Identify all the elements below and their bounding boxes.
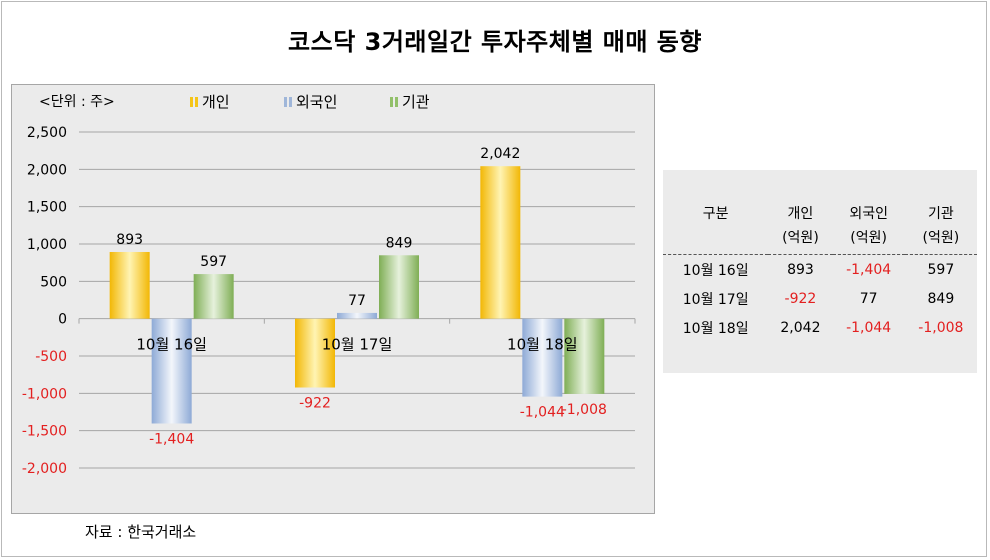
y-tick-label: 2,000 (27, 162, 67, 178)
legend-swatch-foreign (284, 97, 287, 107)
y-tick-label: 0 (58, 312, 67, 328)
bar-individual (480, 166, 521, 319)
bar-foreign (151, 318, 192, 424)
source-note: 자료 : 한국거래소 (85, 523, 197, 541)
data-label: 2,042 (480, 146, 520, 162)
table-cell-institution: -1,008 (918, 319, 964, 336)
data-label: 77 (348, 293, 366, 309)
y-tick-label: -1,500 (22, 424, 67, 440)
y-tick-label: 1,000 (27, 237, 67, 253)
data-label: 893 (116, 232, 143, 248)
legend-swatch-institution (395, 97, 398, 107)
x-category-label: 10월 17일 (322, 336, 393, 354)
bar-individual (109, 251, 150, 319)
table-cell-date: 10월 18일 (682, 320, 749, 337)
table-header-individual: 개인 (억원) (768, 198, 833, 255)
table-cell-individual: -922 (784, 290, 817, 307)
y-tick-label: 1,500 (27, 200, 67, 216)
legend-swatch-institution (390, 97, 393, 107)
table-cell-institution: 849 (927, 290, 955, 307)
table-cell-foreign: -1,404 (846, 261, 892, 278)
y-tick-label: 500 (40, 274, 67, 290)
data-label: -1,044 (520, 405, 565, 421)
page-title: 코스닥 3거래일간 투자주체별 매매 동향 (288, 28, 702, 56)
bar-foreign (337, 312, 377, 319)
bar-foreign (522, 318, 563, 397)
table-row: 10월 18일 2,042 -1,044 -1,008 (663, 313, 977, 342)
bar-institution (193, 274, 234, 319)
table-header-institution: 기관 (억원) (904, 198, 977, 255)
legend-swatch-individual (190, 97, 193, 107)
table-cell-date: 10월 16일 (682, 262, 749, 279)
bar-chart: 2,500 2,000 1,500 1,000 500 0 -500 -1,000 -1,500… (22, 93, 636, 477)
x-category-label: 10월 18일 (507, 336, 578, 354)
table-header-foreign: 외국인 (억원) (832, 198, 905, 255)
legend-label-foreign: 외국인 (296, 93, 337, 111)
legend-label-institution: 기관 (402, 93, 430, 111)
table-cell-institution: 597 (927, 261, 955, 278)
summary-table: 구분 개인 (억원) 외국인 (억원) 기관 (억원) 10월 16일 893 -1,… (663, 198, 977, 342)
table-cell-date: 10월 17일 (682, 291, 749, 308)
summary-table-panel: 구분 개인 (억원) 외국인 (억원) 기관 (억원) 10월 16일 893 -1,… (663, 170, 977, 373)
legend-swatch-foreign (289, 97, 292, 107)
table-row: 10월 17일 -922 77 849 (663, 284, 977, 313)
y-tick-label: -2,000 (22, 461, 67, 477)
table-cell-foreign: 77 (859, 290, 878, 307)
data-label: -922 (299, 396, 331, 412)
table-row: 10월 16일 893 -1,404 597 (663, 255, 977, 285)
data-label: 849 (386, 235, 413, 251)
bar-individual (295, 318, 335, 388)
chart-area: 2,500 2,000 1,500 1,000 500 0 -500 -1,000 -1,500… (11, 84, 655, 514)
data-label: -1,008 (562, 402, 607, 418)
y-tick-label: -1,000 (22, 386, 67, 402)
y-tick-label: 2,500 (27, 125, 67, 141)
table-cell-foreign: -1,044 (846, 319, 892, 336)
table-cell-individual: 2,042 (780, 319, 821, 336)
data-label: 597 (200, 254, 227, 270)
table-cell-individual: 893 (787, 261, 814, 278)
x-category-label: 10월 16일 (136, 336, 207, 354)
legend-label-individual: 개인 (202, 93, 230, 111)
bar-institution (564, 318, 605, 394)
table-header-category: 구분 (663, 198, 769, 255)
legend-swatch-individual (195, 97, 198, 107)
bar-institution (379, 255, 419, 319)
unit-label: <단위 : 주> (39, 94, 115, 110)
y-tick-label: -500 (35, 349, 67, 365)
data-label: -1,404 (149, 431, 194, 447)
